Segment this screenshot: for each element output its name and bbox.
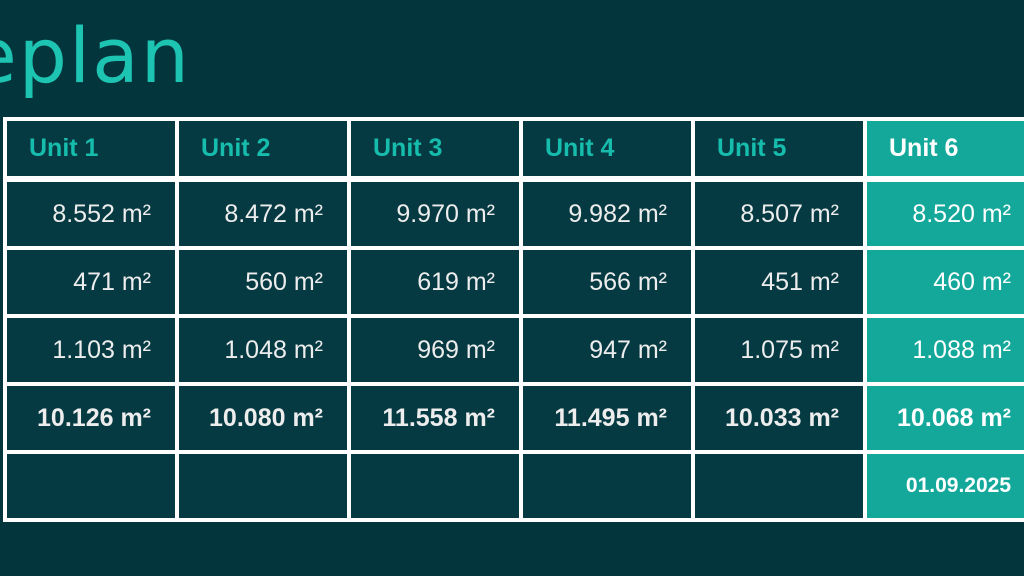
table-row-date: 01.09.2025 <box>3 450 1024 522</box>
cell-area1-unit5: 8.507 m² <box>691 177 867 250</box>
cell-total-unit1: 10.126 m² <box>3 382 179 454</box>
cell-date-unit2 <box>175 450 351 522</box>
cell-total-unit6: 10.068 m² <box>863 382 1024 454</box>
column-header-unit-3: Unit 3 <box>347 117 523 182</box>
column-header-unit-6-highlighted: Unit 6 <box>863 117 1024 182</box>
column-header-unit-2: Unit 2 <box>175 117 351 182</box>
column-header-unit-5: Unit 5 <box>691 117 867 182</box>
column-header-unit-4: Unit 4 <box>519 117 695 182</box>
header-row: Unit 1 Unit 2 Unit 3 Unit 4 Unit 5 Unit … <box>3 117 1024 182</box>
cell-area2-unit3: 619 m² <box>347 246 523 318</box>
table-row-total: 10.126 m² 10.080 m² 11.558 m² 11.495 m² … <box>3 382 1024 454</box>
table-row-area-1: 8.552 m² 8.472 m² 9.970 m² 9.982 m² 8.50… <box>3 177 1024 250</box>
cell-total-unit4: 11.495 m² <box>519 382 695 454</box>
cell-date-unit1 <box>3 450 179 522</box>
cell-area3-unit4: 947 m² <box>519 314 695 386</box>
cell-total-unit3: 11.558 m² <box>347 382 523 454</box>
cell-date-unit5 <box>691 450 867 522</box>
cell-area3-unit1: 1.103 m² <box>3 314 179 386</box>
table-row-area-2: 471 m² 560 m² 619 m² 566 m² 451 m² 460 m… <box>3 246 1024 318</box>
cell-area1-unit4: 9.982 m² <box>519 177 695 250</box>
cell-area1-unit3: 9.970 m² <box>347 177 523 250</box>
cell-date-unit6: 01.09.2025 <box>863 450 1024 522</box>
page-title: eplan <box>0 11 191 100</box>
cell-area3-unit2: 1.048 m² <box>175 314 351 386</box>
cell-total-unit2: 10.080 m² <box>175 382 351 454</box>
cell-date-unit4 <box>519 450 695 522</box>
units-table: Unit 1 Unit 2 Unit 3 Unit 4 Unit 5 Unit … <box>3 117 1024 522</box>
cell-area2-unit6: 460 m² <box>863 246 1024 318</box>
cell-area3-unit3: 969 m² <box>347 314 523 386</box>
cell-date-unit3 <box>347 450 523 522</box>
table-row-area-3: 1.103 m² 1.048 m² 969 m² 947 m² 1.075 m²… <box>3 314 1024 386</box>
cell-area3-unit5: 1.075 m² <box>691 314 867 386</box>
cell-area2-unit5: 451 m² <box>691 246 867 318</box>
cell-area1-unit6: 8.520 m² <box>863 177 1024 250</box>
cell-area2-unit1: 471 m² <box>3 246 179 318</box>
title-band: eplan <box>0 0 1024 117</box>
cell-area1-unit1: 8.552 m² <box>3 177 179 250</box>
column-header-unit-1: Unit 1 <box>3 117 179 182</box>
cell-total-unit5: 10.033 m² <box>691 382 867 454</box>
cell-area2-unit2: 560 m² <box>175 246 351 318</box>
cell-area1-unit2: 8.472 m² <box>175 177 351 250</box>
cell-area2-unit4: 566 m² <box>519 246 695 318</box>
cell-area3-unit6: 1.088 m² <box>863 314 1024 386</box>
